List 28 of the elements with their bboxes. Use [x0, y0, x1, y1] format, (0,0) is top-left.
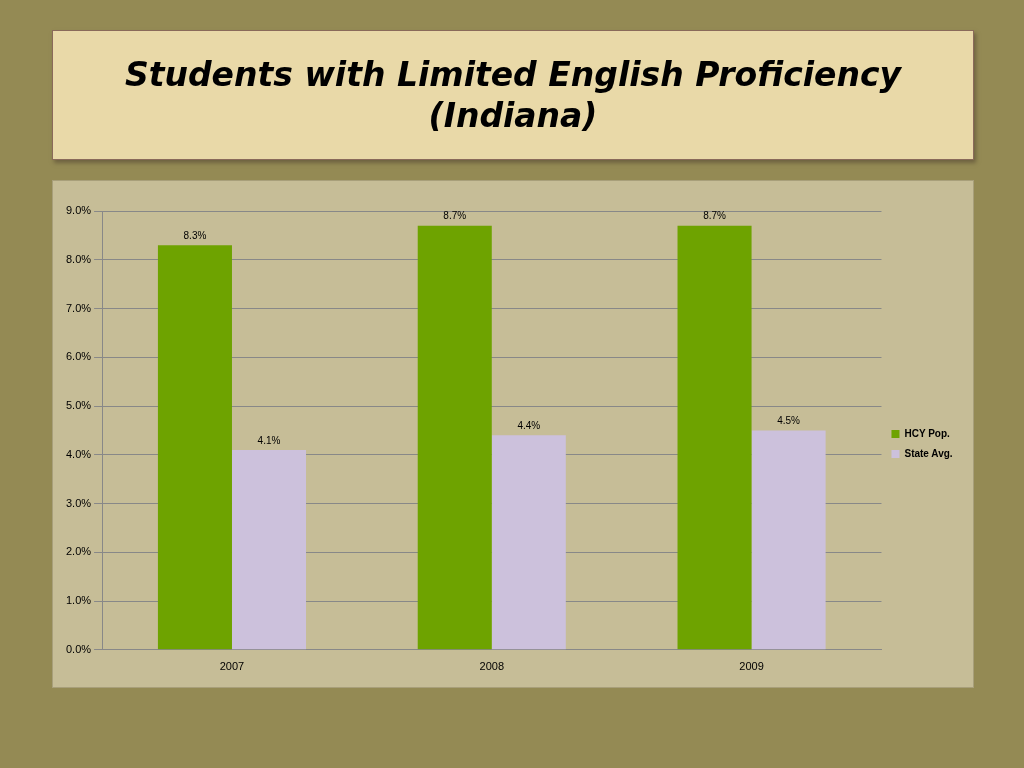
bar [751, 430, 826, 650]
bar [417, 225, 492, 650]
data-label: 8.7% [443, 210, 467, 222]
y-tick-label: 0.0% [65, 642, 92, 655]
y-tick-label: 3.0% [65, 496, 92, 509]
data-label: 4.1% [257, 434, 281, 446]
data-label: 8.3% [183, 229, 207, 241]
bar [157, 245, 232, 650]
y-tick-label: 6.0% [65, 350, 92, 363]
y-tick-label: 5.0% [65, 399, 92, 412]
y-tick-label: 9.0% [65, 204, 92, 217]
x-tick-label: 2007 [219, 660, 245, 673]
bar [231, 449, 307, 650]
y-tick-label: 1.0% [65, 594, 92, 607]
y-tick-label: 4.0% [65, 447, 92, 460]
data-label: 4.5% [777, 415, 801, 427]
x-tick-label: 2009 [739, 660, 764, 673]
data-label: 4.4% [517, 420, 541, 432]
legend-label: State Avg. [904, 447, 953, 459]
bar [491, 435, 566, 650]
bar [677, 225, 752, 650]
y-tick-label: 2.0% [65, 545, 92, 558]
x-tick-label: 2008 [479, 660, 505, 673]
chart-title: Students with Limited English Proficiency (Indiana) [123, 53, 903, 137]
legend-label: HCY Pop. [904, 427, 951, 439]
y-tick-label: 8.0% [65, 252, 92, 265]
data-label: 8.7% [703, 210, 727, 222]
y-tick-label: 7.0% [65, 301, 92, 314]
